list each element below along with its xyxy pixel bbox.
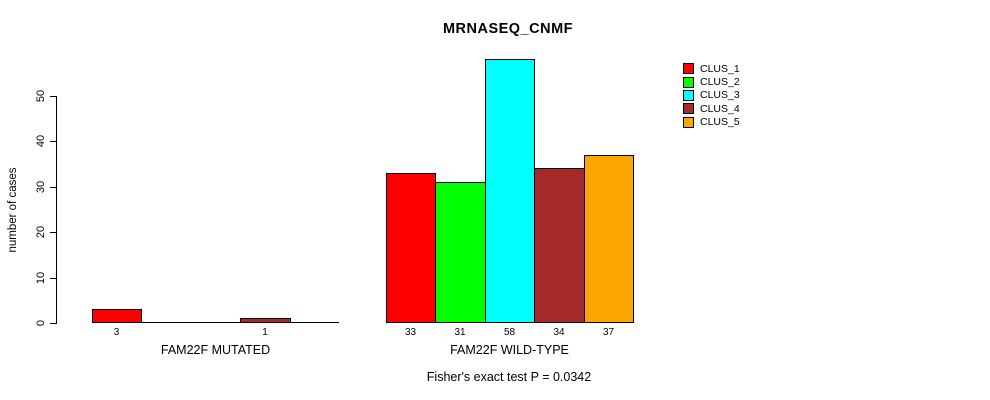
legend-label: CLUS_1 (700, 62, 740, 75)
legend-swatch-icon (683, 89, 694, 101)
bar-clus_1 (92, 309, 142, 323)
legend-swatch-icon (683, 103, 694, 115)
bar-clus_5 (584, 155, 634, 323)
y-axis-label: number of cases (7, 167, 19, 253)
legend-row: CLUS_5 (683, 116, 740, 129)
y-tick-mark (50, 96, 57, 97)
y-tick-label: 10 (35, 271, 47, 285)
legend-row: CLUS_4 (683, 102, 740, 115)
legend-row: CLUS_3 (683, 89, 740, 102)
bar-count-label: 31 (454, 327, 466, 338)
bar-clus_1 (386, 173, 436, 323)
y-tick-label: 30 (35, 180, 47, 194)
legend-label: CLUS_4 (700, 102, 740, 115)
bar-count-label: 1 (262, 327, 268, 338)
bar-clus_3 (485, 59, 535, 323)
bar-count-label: 33 (404, 327, 417, 338)
legend: CLUS_1 CLUS_2 CLUS_3 CLUS_4 CLUS_5 (683, 62, 740, 129)
legend-swatch-icon (683, 116, 694, 128)
group-label: FAM22F MUTATED (160, 343, 271, 357)
bar-count-label: 3 (113, 327, 120, 338)
y-tick-label: 0 (35, 319, 47, 327)
bar-count-label: 34 (553, 327, 565, 338)
y-tick-mark (50, 187, 57, 188)
legend-row: CLUS_1 (683, 62, 740, 75)
legend-label: CLUS_5 (700, 116, 740, 129)
y-axis (56, 96, 57, 323)
bar-clus_4 (240, 318, 291, 323)
legend-swatch-icon (683, 76, 694, 88)
legend-label: CLUS_3 (700, 89, 740, 102)
bar-count-label: 58 (503, 327, 516, 338)
y-tick-mark (50, 278, 57, 279)
legend-label: CLUS_2 (700, 76, 740, 89)
bar-clus_4 (534, 168, 585, 323)
bar-clus_2 (435, 182, 486, 323)
y-tick-mark (50, 141, 57, 142)
group-label: FAM22F WILD-TYPE (450, 343, 569, 357)
y-tick-mark (50, 323, 57, 324)
y-tick-mark (50, 232, 57, 233)
bar-count-label: 37 (602, 327, 615, 338)
legend-swatch-icon (683, 63, 694, 75)
legend-row: CLUS_2 (683, 75, 740, 88)
y-tick-label: 50 (35, 89, 47, 103)
footnote: Fisher's exact test P = 0.0342 (426, 370, 592, 384)
y-tick-label: 20 (35, 225, 47, 239)
group-baseline (92, 322, 339, 323)
y-tick-label: 40 (35, 134, 47, 148)
chart-title: MRNASEQ_CNMF (442, 21, 574, 37)
